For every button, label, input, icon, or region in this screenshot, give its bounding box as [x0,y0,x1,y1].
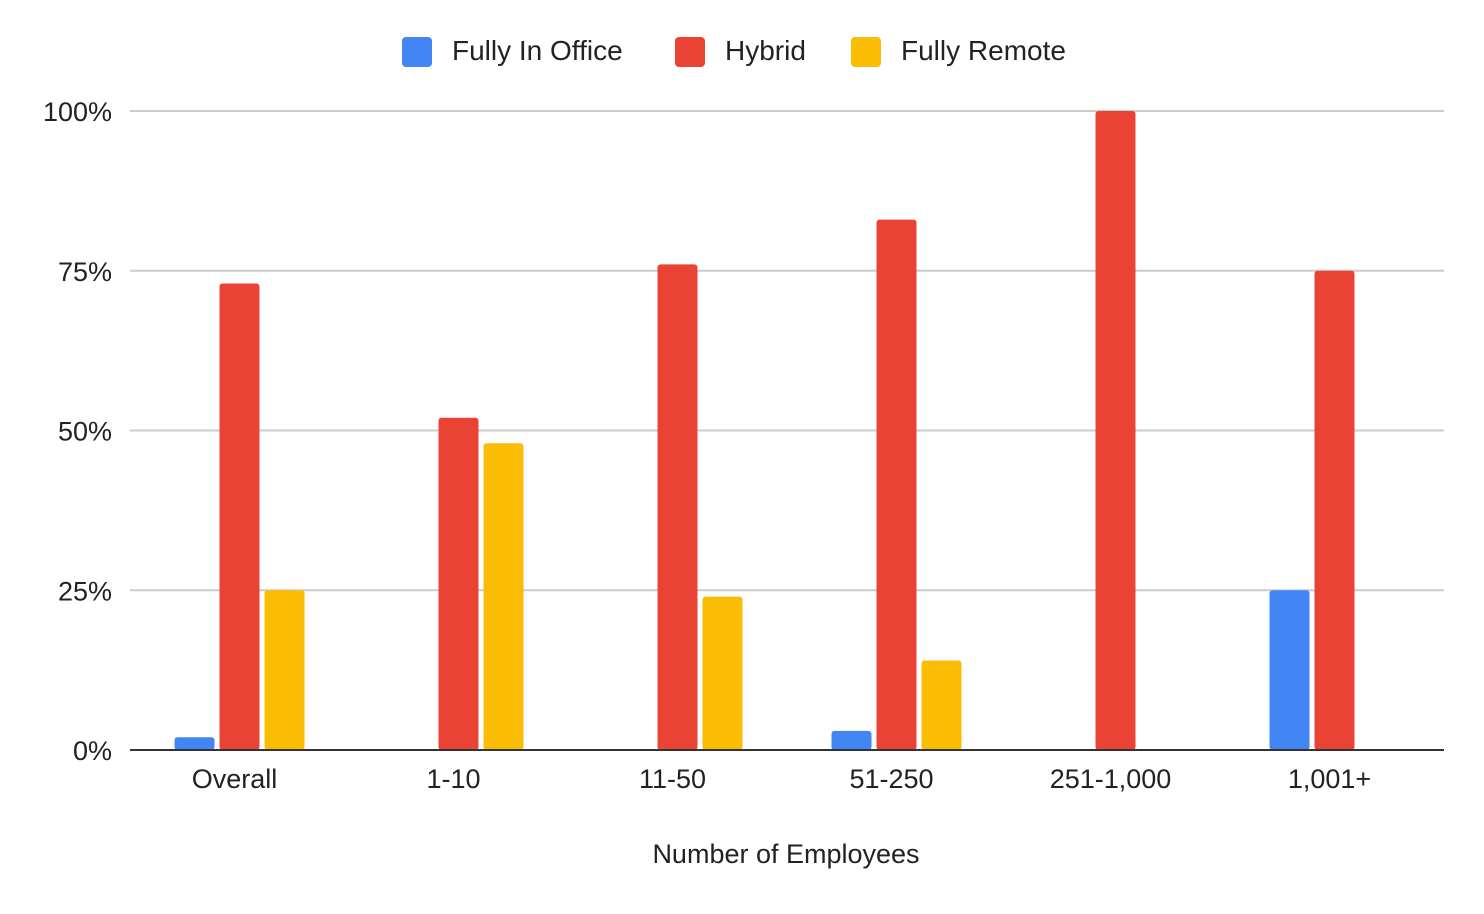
y-gridlines [130,110,1444,592]
bar-hybrid-1-10 [438,417,479,750]
legend-swatch [851,37,881,67]
x-axis-title: Number of Employees [652,839,919,869]
y-axis-tick-labels: 0% 25% 50% 75% 100% [43,97,112,766]
bar-fully-remote-11-50 [702,596,743,750]
bar-hybrid-51-250 [876,219,917,750]
legend-swatch [402,37,432,67]
x-axis-tick-labels: Overall 1-10 11-50 51-250 251-1,000 1,001+ [192,764,1371,794]
x-tick-label: Overall [192,764,278,794]
bar-fully-remote-1-10 [483,443,524,750]
legend-swatch [675,37,705,67]
x-tick-label: 51-250 [849,764,933,794]
x-tick-label: 11-50 [639,764,706,794]
legend-label: Fully Remote [901,35,1066,66]
x-tick-label: 1-10 [426,764,480,794]
x-tick-label: 251-1,000 [1050,764,1172,794]
bar-fully-in-office-1-001- [1269,590,1310,750]
bar-hybrid-251-1-000 [1095,111,1136,750]
y-tick-label: 75% [58,257,112,287]
bars [174,111,1355,750]
legend-label: Hybrid [725,35,806,66]
y-tick-label: 0% [73,736,112,766]
bar-fully-remote-51-250 [921,660,962,750]
y-tick-label: 50% [58,417,112,447]
bar-fully-remote-overall [264,590,305,750]
bar-fully-in-office-overall [174,737,215,750]
bar-hybrid-1-001- [1314,270,1355,750]
bar-hybrid-11-50 [657,264,698,750]
legend-label: Fully In Office [452,35,623,66]
bar-fully-in-office-51-250 [831,730,872,750]
y-tick-label: 25% [58,576,112,606]
x-tick-label: 1,001+ [1288,764,1371,794]
bar-hybrid-overall [219,283,260,750]
y-tick-label: 100% [43,97,112,127]
chart-legend: Fully In Office Hybrid Fully Remote [402,35,1066,67]
